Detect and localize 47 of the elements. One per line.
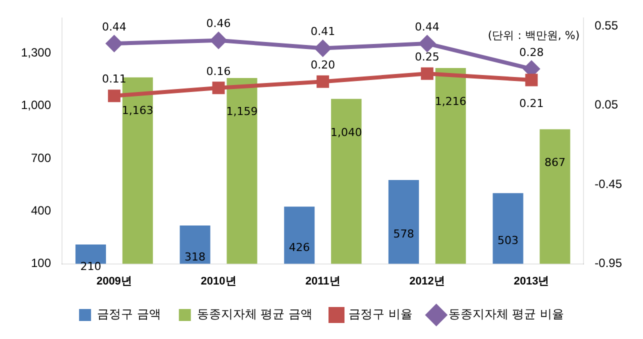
data-label: 1,159 bbox=[226, 104, 258, 118]
point bbox=[314, 40, 331, 56]
y2-tick-label: 0.05 bbox=[594, 98, 618, 112]
data-label: 0.21 bbox=[519, 96, 544, 110]
data-label: 426 bbox=[288, 240, 310, 254]
data-label: 0.25 bbox=[414, 50, 440, 64]
y-tick-label: 700 bbox=[31, 150, 52, 165]
data-label: 0.28 bbox=[519, 46, 544, 59]
data-label: 210 bbox=[80, 260, 102, 273]
data-label: 0.16 bbox=[206, 64, 231, 78]
y-tick-label: 100 bbox=[31, 256, 52, 270]
x-tick-label: 2013년 bbox=[514, 275, 550, 288]
point bbox=[106, 36, 122, 52]
annotation: (단위 : 백만원, %) bbox=[488, 29, 580, 42]
data-label: 578 bbox=[393, 228, 414, 241]
y2-tick-label: 0.55 bbox=[594, 18, 618, 32]
x-tick-label: 2012년 bbox=[409, 275, 445, 288]
y-tick-label: 400 bbox=[31, 203, 52, 218]
point bbox=[210, 32, 227, 48]
point bbox=[420, 67, 434, 80]
point bbox=[212, 82, 225, 94]
data-label: 1,216 bbox=[434, 94, 466, 108]
data-label: 1,040 bbox=[330, 126, 362, 139]
legend-label: 동종지자체 평균 금액 bbox=[196, 307, 313, 322]
legend-label: 금정구 금액 bbox=[97, 307, 161, 322]
x-tick-label: 2011년 bbox=[305, 275, 340, 288]
point bbox=[525, 74, 538, 86]
point bbox=[316, 75, 330, 88]
data-label: 867 bbox=[544, 156, 566, 170]
legend-label: 동종지자체 평균 비율 bbox=[448, 307, 564, 322]
y2-tick-label: -0.95 bbox=[594, 256, 622, 270]
legend-label: 금정구 비율 bbox=[348, 307, 412, 322]
data-label: 0.44 bbox=[102, 20, 126, 34]
y-tick-label: 1,000 bbox=[21, 98, 52, 112]
data-label: 0.20 bbox=[310, 58, 336, 72]
y2-tick-label: -0.45 bbox=[594, 176, 622, 191]
point bbox=[419, 36, 436, 52]
x-tick-label: 2009년 bbox=[96, 275, 132, 288]
data-label: 1,163 bbox=[122, 104, 154, 118]
x-tick-label: 2010년 bbox=[200, 275, 236, 288]
data-label: 318 bbox=[184, 250, 206, 264]
data-label: 0.44 bbox=[414, 20, 440, 34]
data-label: 0.41 bbox=[310, 25, 336, 38]
point bbox=[108, 90, 120, 102]
data-label: 0.46 bbox=[206, 17, 231, 30]
data-label: 503 bbox=[498, 234, 519, 248]
y-tick-label: 1,300 bbox=[21, 46, 52, 60]
